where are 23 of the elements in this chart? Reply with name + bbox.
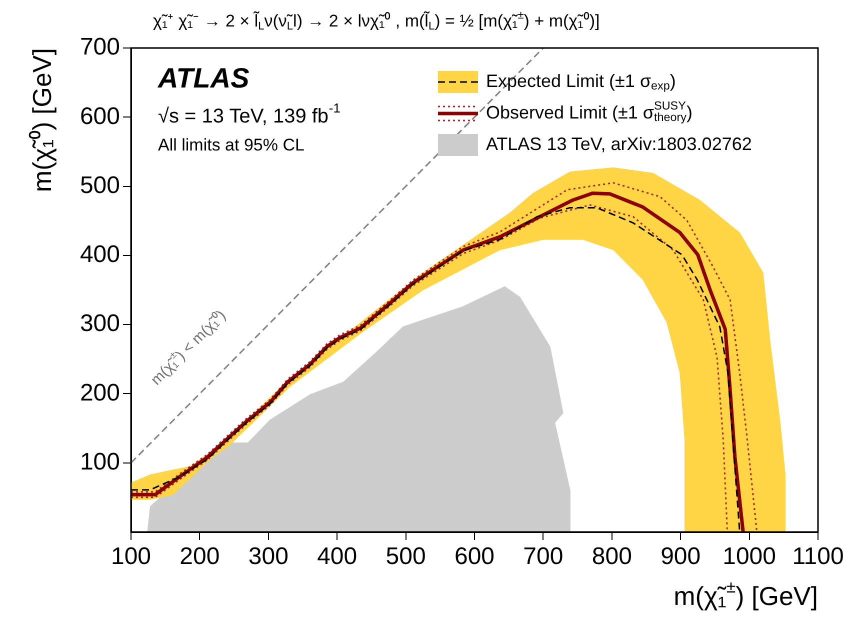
x-tick-label: 900 (660, 543, 701, 570)
y-tick-label: 700 (80, 34, 120, 61)
x-axis-title: m(χ̃₁±) [GeV] (674, 577, 818, 612)
x-tick-label: 300 (248, 543, 288, 570)
y-tick-label: 600 (80, 102, 120, 130)
x-tick-label: 500 (386, 543, 426, 570)
y-tick-label: 100 (80, 448, 120, 476)
legend-label: ATLAS 13 TeV, arXiv:1803.02762 (486, 134, 752, 154)
x-tick-label: 100 (110, 543, 152, 570)
annotation: ATLAS (157, 62, 250, 94)
y-tick-label: 400 (80, 241, 120, 268)
x-tick-label: 1100 (792, 543, 844, 570)
y-axis-title: m(χ̃₁⁰) [GeV] (27, 48, 58, 192)
annotation: All limits at 95% CL (158, 136, 304, 155)
x-tick-label: 1000 (722, 543, 776, 570)
y-tick-label: 200 (80, 379, 120, 406)
x-tick-label: 700 (523, 543, 564, 570)
y-tick-label: 300 (80, 310, 120, 338)
x-tick-label: 800 (592, 543, 632, 570)
x-tick-label: 400 (317, 543, 358, 570)
x-tick-label: 200 (180, 543, 220, 570)
y-tick-label: 500 (80, 172, 120, 199)
x-tick-label: 600 (454, 543, 495, 570)
